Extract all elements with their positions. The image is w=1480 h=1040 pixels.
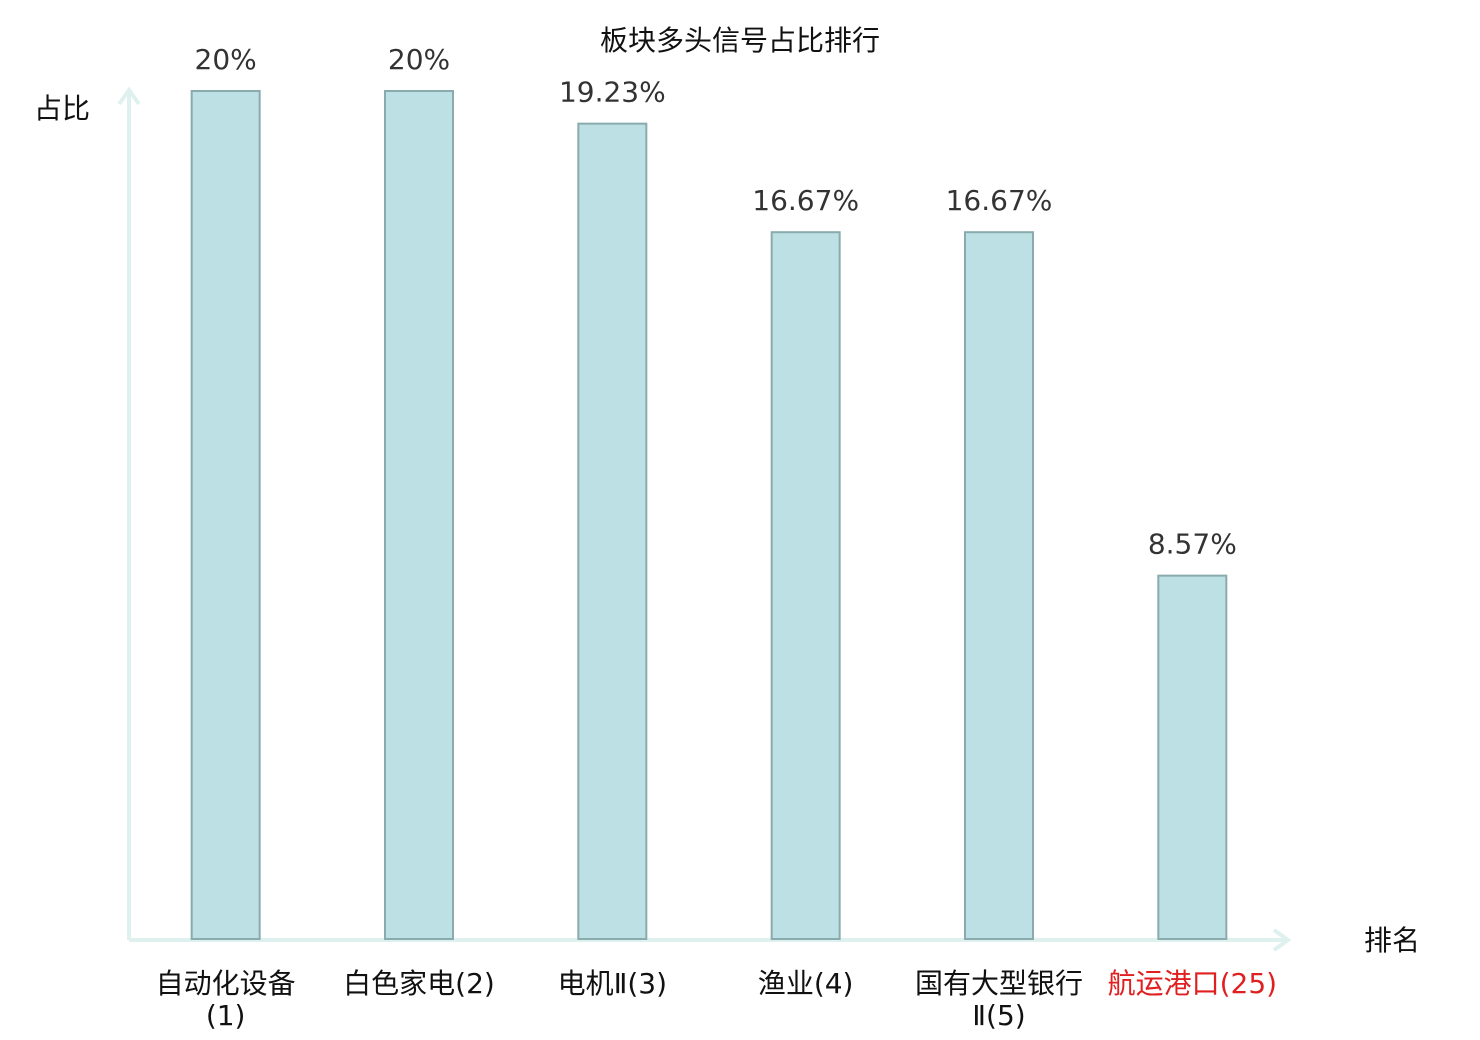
x-arrow (1272, 928, 1292, 952)
x-tick-label: 国有大型银行Ⅱ(5) (914, 967, 1083, 1032)
value-label: 16.67% (752, 184, 859, 217)
chart-title: 板块多头信号占比排行 (600, 24, 880, 57)
value-label: 16.67% (946, 184, 1053, 217)
y-arrow (117, 86, 141, 106)
bar (964, 231, 1034, 940)
bar (577, 122, 648, 940)
axes (117, 86, 1292, 952)
x-tick-label: 自动化设备(1) (155, 967, 296, 1032)
bar (190, 90, 261, 940)
x-tick-label: 电机Ⅱ(3) (557, 967, 668, 1000)
bar (384, 90, 454, 940)
y-axis-label: 占比 (34, 92, 90, 125)
value-label: 20% (388, 43, 450, 76)
bar (770, 231, 841, 940)
value-label: 20% (195, 43, 257, 76)
x-tick-label: 渔业(4) (757, 967, 854, 1000)
value-label: 8.57% (1148, 528, 1237, 561)
x-tick-label: 白色家电(2) (343, 967, 495, 1000)
x-tick-label: 航运港口(25) (1107, 967, 1278, 1000)
bar (1157, 574, 1228, 941)
x-axis-label: 排名 (1364, 924, 1420, 957)
value-label: 19.23% (559, 76, 666, 109)
